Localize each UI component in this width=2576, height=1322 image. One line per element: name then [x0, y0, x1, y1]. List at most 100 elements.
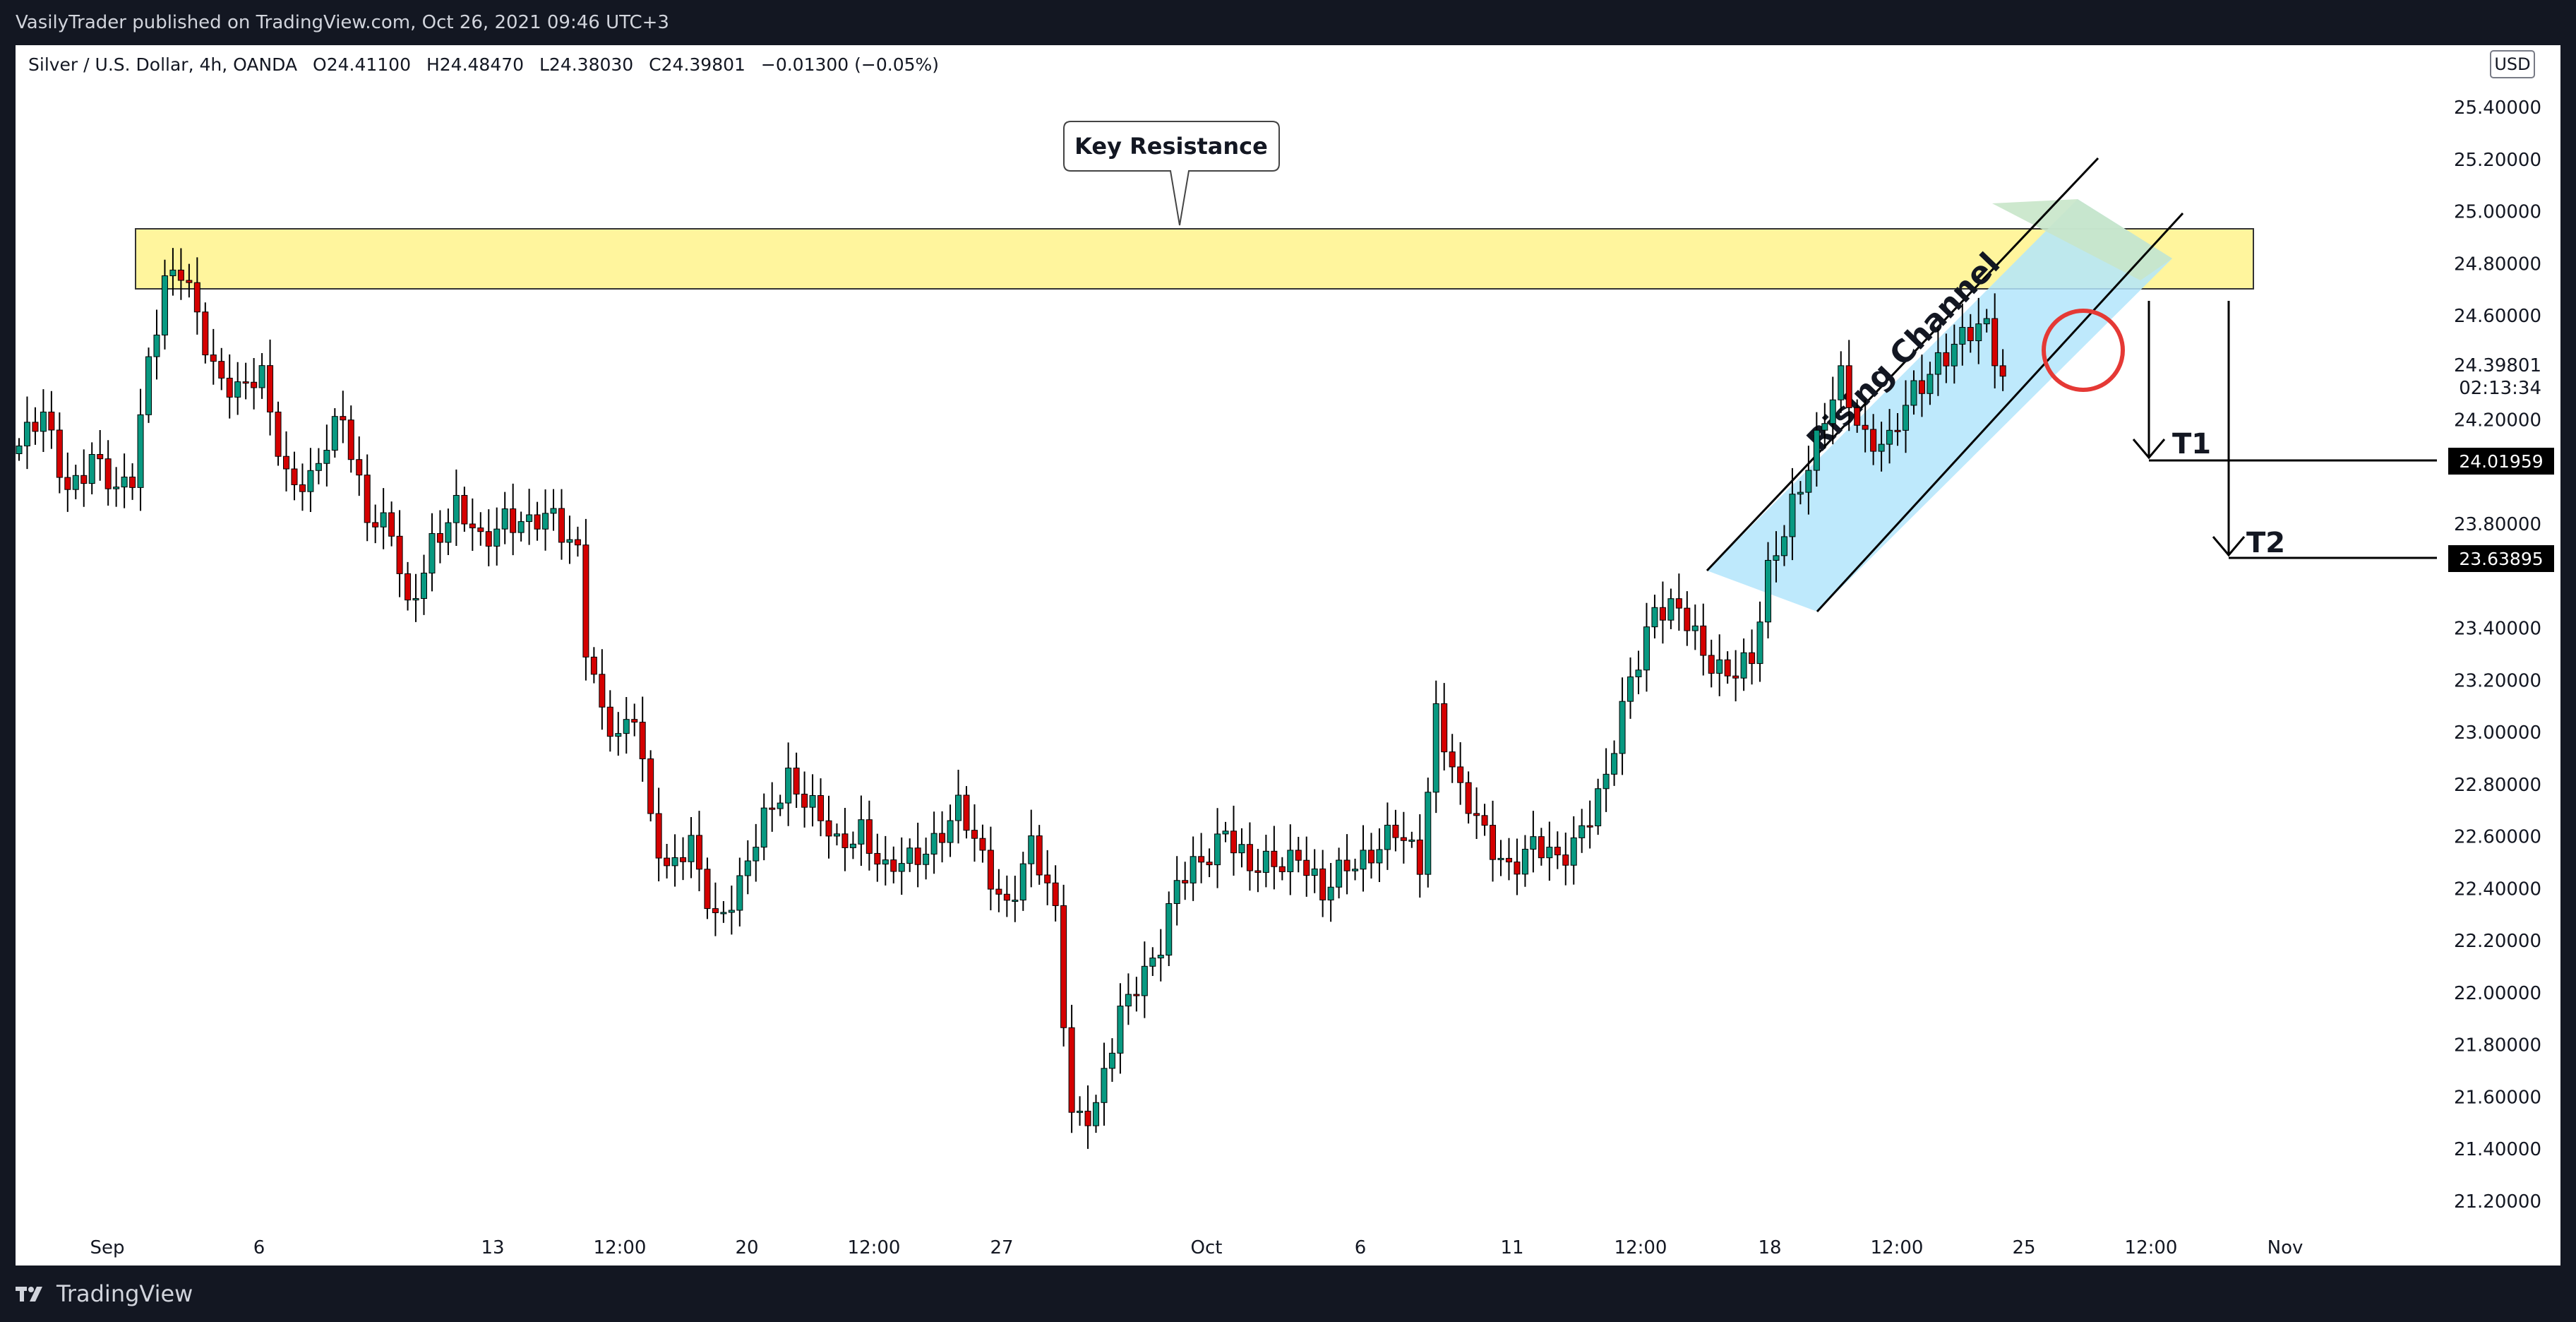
signal-circle[interactable] — [2042, 309, 2125, 392]
candle-body[interactable] — [874, 852, 881, 865]
candle-body[interactable] — [267, 365, 274, 412]
candle-body[interactable] — [1303, 859, 1310, 876]
candle-body[interactable] — [436, 532, 443, 543]
candle-body[interactable] — [1376, 849, 1383, 864]
candle-body[interactable] — [1198, 856, 1205, 863]
candle-body[interactable] — [1238, 844, 1245, 854]
candle-body[interactable] — [1182, 880, 1189, 883]
candle-body[interactable] — [1999, 365, 2006, 377]
candle-body[interactable] — [429, 532, 436, 573]
candle-body[interactable] — [1845, 365, 1852, 408]
candle-body[interactable] — [639, 722, 646, 760]
candle-body[interactable] — [947, 820, 954, 843]
candle-body[interactable] — [323, 450, 330, 464]
candle-body[interactable] — [1505, 857, 1512, 863]
candle-body[interactable] — [753, 847, 760, 862]
candle-body[interactable] — [412, 598, 419, 601]
candle-body[interactable] — [1044, 874, 1051, 883]
candle-body[interactable] — [987, 850, 994, 890]
candle-body[interactable] — [1975, 323, 1982, 342]
candle-body[interactable] — [1716, 659, 1723, 674]
candle-body[interactable] — [1352, 869, 1359, 871]
candle-body[interactable] — [1878, 443, 1885, 452]
candle-body[interactable] — [1068, 1027, 1075, 1113]
candle-body[interactable] — [1473, 813, 1480, 816]
candle-body[interactable] — [777, 802, 784, 809]
candle-body[interactable] — [202, 311, 209, 356]
candle-body[interactable] — [32, 422, 39, 432]
candle-body[interactable] — [615, 733, 622, 737]
candle-body[interactable] — [801, 793, 808, 808]
candle-body[interactable] — [1829, 399, 1836, 424]
candle-body[interactable] — [1943, 352, 1950, 367]
candle-body[interactable] — [56, 429, 63, 478]
candle-body[interactable] — [1765, 559, 1772, 623]
candle-body[interactable] — [1927, 374, 1934, 394]
candle-body[interactable] — [1246, 844, 1253, 871]
candle-body[interactable] — [64, 477, 71, 490]
candle-body[interactable] — [283, 455, 290, 470]
candle-body[interactable] — [1214, 833, 1221, 866]
candle-body[interactable] — [1894, 429, 1901, 432]
candle-body[interactable] — [315, 463, 322, 471]
candle-body[interactable] — [421, 572, 427, 600]
candle-body[interactable] — [1425, 792, 1432, 875]
candle-body[interactable] — [769, 807, 776, 810]
candle-body[interactable] — [469, 523, 476, 529]
candle-body[interactable] — [1457, 766, 1464, 783]
candle-body[interactable] — [1805, 470, 1812, 493]
candle-body[interactable] — [510, 508, 517, 533]
candle-body[interactable] — [1190, 856, 1197, 883]
candle-body[interactable] — [1173, 880, 1180, 905]
candle-body[interactable] — [493, 528, 501, 547]
candle-body[interactable] — [1659, 607, 1666, 621]
candle-body[interactable] — [405, 573, 412, 601]
candle-body[interactable] — [1635, 669, 1642, 677]
candle-body[interactable] — [88, 453, 95, 484]
candle-body[interactable] — [1028, 835, 1035, 864]
candle-body[interactable] — [1149, 958, 1156, 967]
candle-body[interactable] — [1295, 850, 1302, 861]
candle-body[interactable] — [461, 494, 468, 525]
candle-body[interactable] — [97, 453, 104, 460]
candle-body[interactable] — [1108, 1052, 1115, 1069]
candle-body[interactable] — [647, 758, 654, 814]
candle-body[interactable] — [145, 356, 152, 415]
candles-group[interactable] — [16, 248, 2006, 1149]
candle-body[interactable] — [971, 830, 978, 839]
candle-body[interactable] — [1991, 318, 1999, 367]
candle-body[interactable] — [1441, 703, 1448, 753]
candle-body[interactable] — [671, 857, 678, 867]
candle-body[interactable] — [347, 419, 354, 460]
candle-body[interactable] — [566, 539, 573, 543]
candle-body[interactable] — [1497, 857, 1504, 860]
candle-body[interactable] — [1514, 862, 1521, 875]
candle-body[interactable] — [1602, 773, 1610, 790]
candle-body[interactable] — [1724, 659, 1731, 677]
candle-body[interactable] — [1465, 782, 1472, 814]
candle-body[interactable] — [760, 807, 767, 848]
candle-body[interactable] — [485, 531, 492, 547]
candle-body[interactable] — [1546, 847, 1553, 859]
candle-body[interactable] — [113, 487, 120, 489]
candle-body[interactable] — [258, 365, 265, 388]
candle-body[interactable] — [1983, 318, 1990, 325]
candle-body[interactable] — [728, 910, 735, 913]
candle-body[interactable] — [906, 847, 913, 864]
chart-panel[interactable]: Key Resistance Rising Channel T1 T2 Silv… — [16, 45, 2560, 1266]
candle-body[interactable] — [153, 334, 160, 357]
candle-body[interactable] — [169, 269, 176, 277]
candle-body[interactable] — [1959, 327, 1966, 345]
candle-body[interactable] — [40, 411, 47, 432]
candle-body[interactable] — [23, 422, 30, 446]
candle-body[interactable] — [218, 361, 225, 379]
candle-body[interactable] — [623, 719, 630, 734]
candle-body[interactable] — [1093, 1102, 1100, 1126]
candle-body[interactable] — [1084, 1110, 1091, 1126]
candle-body[interactable] — [1854, 407, 1861, 426]
candle-body[interactable] — [299, 484, 306, 492]
candle-body[interactable] — [1012, 900, 1019, 903]
candle-body[interactable] — [380, 512, 387, 528]
candle-body[interactable] — [1262, 850, 1269, 873]
candle-body[interactable] — [1667, 598, 1675, 621]
